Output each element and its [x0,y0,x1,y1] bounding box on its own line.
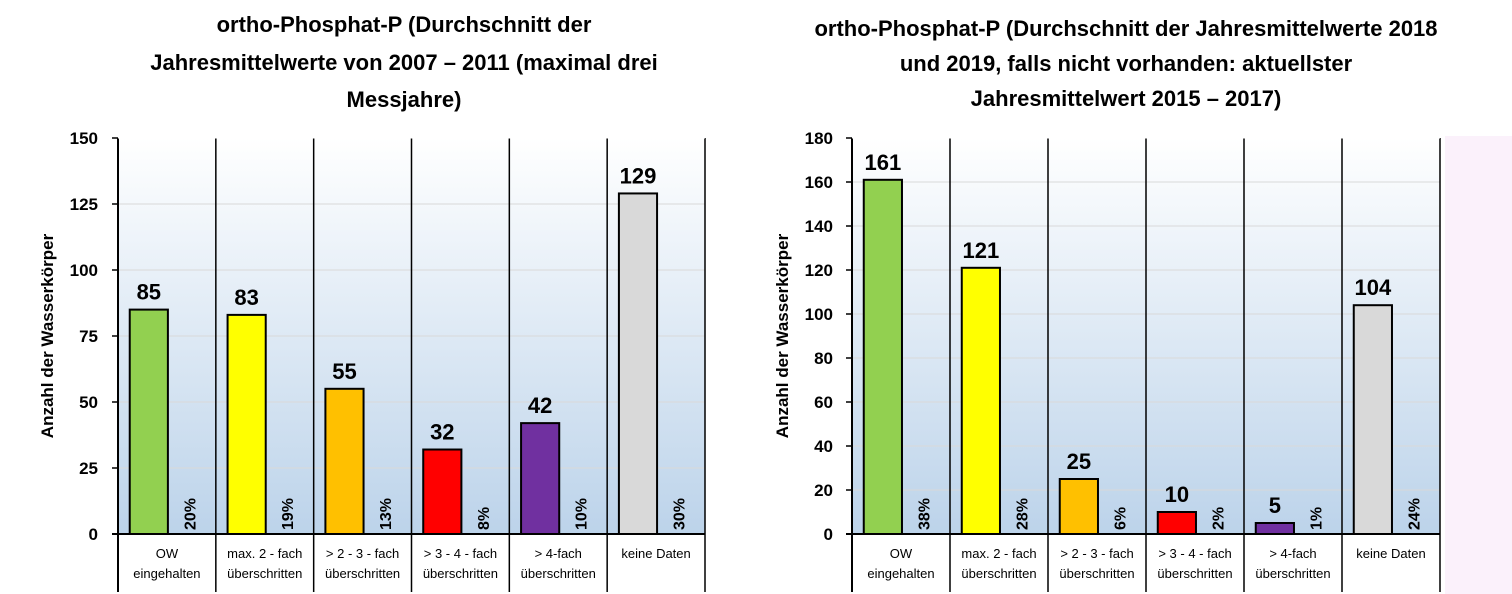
bar [1058,478,1099,535]
percent-label: 2% [1210,507,1227,530]
y-tick-label: 20 [814,481,833,500]
category-label: überschritten [1255,566,1330,581]
y-tick-label: 80 [814,349,833,368]
bar-value-label: 83 [234,285,258,310]
y-tick-label: 180 [805,129,833,148]
y-tick-label: 0 [824,525,833,544]
category-label: > 3 - 4 - fach [424,546,497,561]
chart-title-line: ortho-Phosphat-P (Durchschnitt der Jahre… [814,16,1437,41]
category-label: > 2 - 3 - fach [326,546,399,561]
y-tick-label: 140 [805,217,833,236]
y-tick-label: 75 [79,327,98,346]
bar-value-label: 85 [137,280,161,305]
y-tick-label: 120 [805,261,833,280]
y-tick-label: 125 [70,195,98,214]
bar-value-label: 10 [1165,482,1189,507]
chart-title-line: Messjahre) [347,87,462,112]
percent-label: 28% [1014,498,1031,530]
percent-label: 8% [476,507,493,530]
y-tick-label: 0 [89,525,98,544]
category-label: > 2 - 3 - fach [1060,546,1133,561]
bar-value-label: 104 [1355,275,1392,300]
bar [1254,522,1295,535]
percent-label: 20% [182,498,199,530]
y-tick-label: 100 [805,305,833,324]
chart-left: ortho-Phosphat-P (Durchschnitt der Jahres… [38,12,706,592]
category-label: eingehalten [133,566,200,581]
percent-label: 10% [574,498,591,530]
bar [960,266,1001,535]
bar-value-label: 25 [1067,449,1091,474]
category-label: keine Daten [1356,546,1425,561]
bar-value-label: 121 [963,238,1000,263]
percent-label: 19% [280,498,297,530]
category-label: max. 2 - fach [227,546,302,561]
y-tick-label: 25 [79,459,98,478]
percent-label: 13% [378,498,395,530]
bar-value-label: 32 [430,420,454,445]
bar [128,308,169,535]
percent-label: 1% [1308,507,1325,530]
category-label: eingehalten [867,566,934,581]
percent-label: 6% [1112,507,1129,530]
percent-label: 24% [1406,498,1423,530]
bar [1352,304,1393,536]
category-label: > 4-fach [1269,546,1316,561]
chart-title-line: und 2019, falls nicht vorhanden: aktuell… [900,51,1353,76]
chart-title-line: ortho-Phosphat-P (Durchschnitt der [217,12,592,37]
category-label: überschritten [423,566,498,581]
y-axis-label: Anzahl der Wasserkörper [773,233,792,438]
bar-value-label: 129 [620,163,657,188]
y-tick-label: 150 [70,129,98,148]
category-label: > 4-fach [535,546,582,561]
percent-label: 30% [671,498,688,530]
percent-label: 38% [916,498,933,530]
category-label: überschritten [961,566,1036,581]
category-label: überschritten [325,566,400,581]
bar [324,387,365,535]
right-edge-panel [1445,136,1512,594]
y-tick-label: 100 [70,261,98,280]
chart-title-line: Jahresmittelwert 2015 – 2017) [971,86,1282,111]
chart-title-line: Jahresmittelwerte von 2007 – 2011 (maxim… [150,50,658,75]
category-label: überschritten [521,566,596,581]
category-label: max. 2 - fach [961,546,1036,561]
chart-right: ortho-Phosphat-P (Durchschnitt der Jahre… [773,16,1441,592]
y-tick-label: 50 [79,393,98,412]
category-label: keine Daten [621,546,690,561]
y-tick-label: 60 [814,393,833,412]
bar-value-label: 5 [1269,493,1281,518]
bar-value-label: 161 [865,150,902,175]
category-label: überschritten [1157,566,1232,581]
bar [1156,511,1197,535]
bar-value-label: 55 [332,359,356,384]
bar [617,192,659,535]
y-tick-label: 160 [805,173,833,192]
category-label: > 3 - 4 - fach [1158,546,1231,561]
y-axis-label: Anzahl der Wasserkörper [38,233,57,438]
y-tick-label: 40 [814,437,833,456]
category-label: überschritten [227,566,302,581]
bar [226,313,267,535]
category-label: OW [156,546,179,561]
bar [862,178,903,536]
bar [422,448,463,535]
category-label: überschritten [1059,566,1134,581]
bar-value-label: 42 [528,393,552,418]
category-label: OW [890,546,913,561]
bar [520,422,561,535]
